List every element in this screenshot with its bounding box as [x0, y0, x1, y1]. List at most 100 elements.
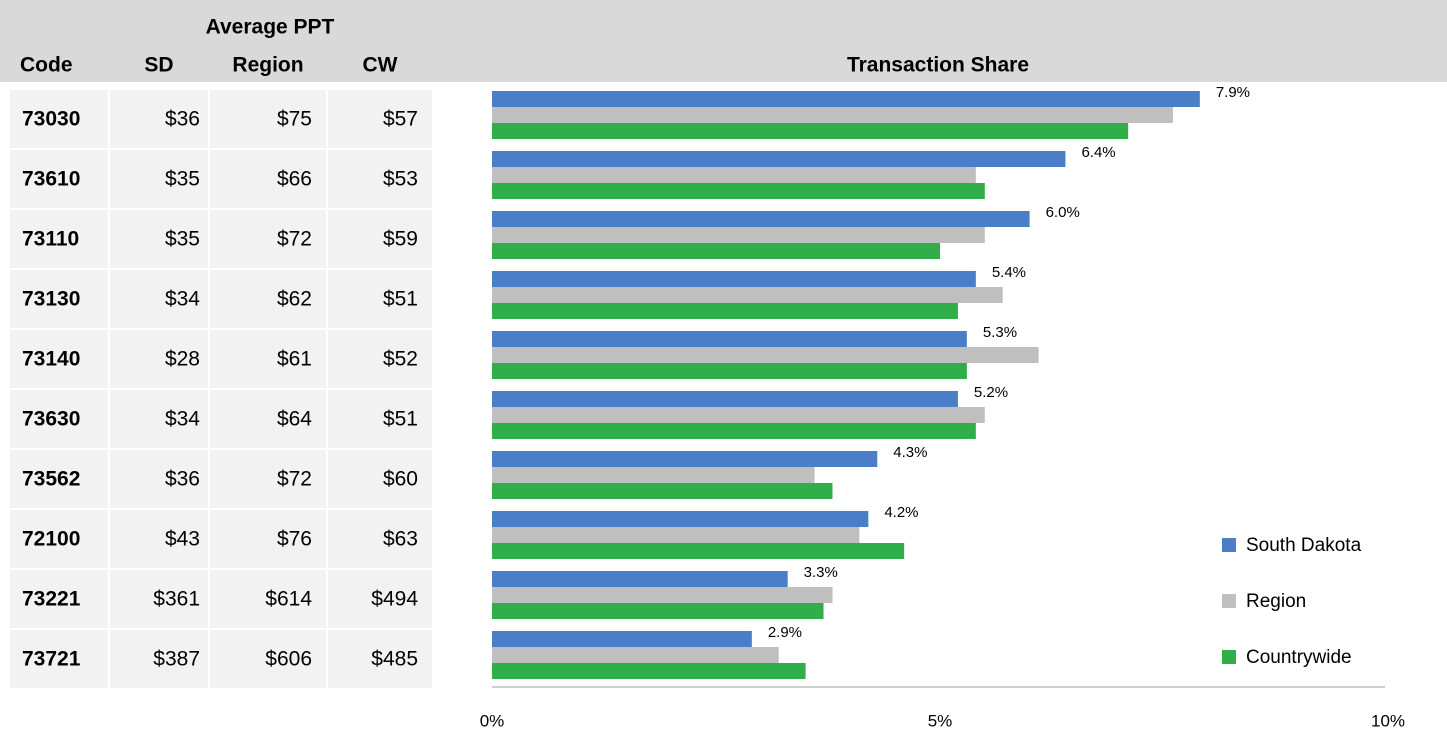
- table-cell: [10, 330, 108, 388]
- cell-text: $63: [383, 528, 418, 551]
- chart: 0% 5% 10% 7.9% 6.4% 6.0% 5.4% 5.3% 5.2% 4.3% 4.2% 3…: [480, 84, 1405, 731]
- legend-swatch: [1222, 594, 1236, 608]
- x-tick-label: 10%: [1371, 711, 1405, 730]
- table-cell: [210, 570, 326, 628]
- cell-text: $51: [383, 408, 418, 431]
- cell-text: $52: [383, 348, 418, 371]
- x-tick-label: 5%: [928, 711, 953, 730]
- bar: [492, 211, 1030, 227]
- cell-text: $60: [383, 468, 418, 491]
- bar: [492, 331, 967, 347]
- bar: [492, 391, 958, 407]
- value-label: 5.3%: [983, 324, 1017, 341]
- table-cell: [110, 90, 208, 148]
- table-cell: [10, 450, 108, 508]
- cell-text: 73130: [22, 288, 80, 311]
- bar: [492, 151, 1066, 167]
- cell-text: $387: [153, 648, 200, 671]
- table-cell: [110, 210, 208, 268]
- table-cell: [110, 330, 208, 388]
- cell-text: $72: [277, 228, 312, 251]
- value-label: 6.4%: [1081, 144, 1115, 161]
- value-label: 2.9%: [768, 624, 802, 641]
- table-cell: [210, 330, 326, 388]
- column-header: Code: [20, 54, 73, 77]
- bar: [492, 467, 815, 483]
- cell-text: $606: [265, 648, 312, 671]
- column-header: SD: [144, 54, 173, 77]
- cell-text: $75: [277, 108, 312, 131]
- table-cell: [110, 150, 208, 208]
- table-cell: [328, 450, 432, 508]
- table-cell: [110, 510, 208, 568]
- table-cell: [328, 570, 432, 628]
- value-label: 5.2%: [974, 384, 1008, 401]
- table-cell: [328, 330, 432, 388]
- cell-text: 72100: [22, 528, 80, 551]
- cell-text: $34: [165, 408, 200, 431]
- bar: [492, 167, 976, 183]
- cell-text: 73140: [22, 348, 80, 371]
- bar: [492, 91, 1200, 107]
- table-cell: [10, 150, 108, 208]
- table-cell: [328, 390, 432, 448]
- x-tick-label: 0%: [480, 711, 505, 730]
- bar: [492, 227, 985, 243]
- bar: [492, 271, 976, 287]
- table-cell: [110, 630, 208, 688]
- bar: [492, 543, 905, 559]
- cell-text: $36: [165, 468, 200, 491]
- bar: [492, 363, 967, 379]
- bar: [492, 571, 788, 587]
- bar: [492, 603, 824, 619]
- table-cell: [210, 630, 326, 688]
- table-cell: [10, 630, 108, 688]
- table-cell: [110, 270, 208, 328]
- bar: [492, 451, 878, 467]
- cell-text: $51: [383, 288, 418, 311]
- cell-text: $66: [277, 168, 312, 191]
- value-label: 7.9%: [1216, 84, 1250, 101]
- cell-text: $35: [165, 168, 200, 191]
- cell-text: $485: [371, 648, 418, 671]
- bar: [492, 107, 1173, 123]
- table-cell: [328, 210, 432, 268]
- cell-text: $59: [383, 228, 418, 251]
- table-cell: [10, 210, 108, 268]
- cell-text: 73221: [22, 588, 81, 611]
- table-cell: [110, 390, 208, 448]
- table-cell: [10, 270, 108, 328]
- cell-text: 73030: [22, 108, 80, 131]
- cell-text: $361: [153, 588, 200, 611]
- table-cell: [110, 450, 208, 508]
- cell-text: 73721: [22, 648, 81, 671]
- bar: [492, 511, 869, 527]
- bar: [492, 123, 1129, 139]
- bar: [492, 183, 985, 199]
- bar: [492, 663, 806, 679]
- header-band: [0, 0, 1447, 82]
- cell-text: $34: [165, 288, 200, 311]
- cell-text: $62: [277, 288, 312, 311]
- legend-label: Countrywide: [1246, 647, 1352, 668]
- table: Code SD Region CW 73030 $36 $75 $57 73610 $35 $66 $…: [10, 54, 432, 688]
- table-cell: [10, 90, 108, 148]
- table-group-header: Average PPT: [206, 16, 335, 39]
- legend-label: South Dakota: [1246, 535, 1362, 556]
- table-cell: [328, 90, 432, 148]
- table-cell: [328, 150, 432, 208]
- cell-text: $72: [277, 468, 312, 491]
- bar: [492, 483, 833, 499]
- bar: [492, 631, 752, 647]
- cell-text: $57: [383, 108, 418, 131]
- table-cell: [210, 210, 326, 268]
- bar: [492, 407, 985, 423]
- cell-text: $36: [165, 108, 200, 131]
- table-cell: [10, 510, 108, 568]
- column-header: Region: [232, 54, 303, 77]
- cell-text: $76: [277, 528, 312, 551]
- legend-swatch: [1222, 650, 1236, 664]
- bar: [492, 303, 958, 319]
- table-cell: [10, 570, 108, 628]
